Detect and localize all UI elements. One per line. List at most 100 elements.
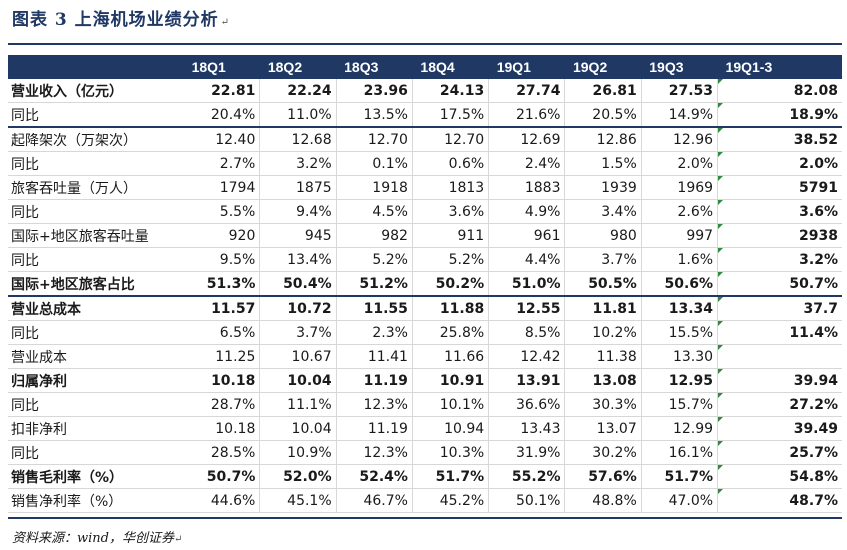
row-label: 扣非净利 xyxy=(8,416,184,441)
row-label: 国际+地区旅客吞吐量 xyxy=(8,223,184,248)
table-row: 销售净利率（%） 44.6% 45.1% 46.7% 45.2% 50.1% 48.8% 47… xyxy=(8,488,842,513)
value-cell: 51.3% xyxy=(183,271,261,297)
value-cell: 5.2% xyxy=(412,247,490,272)
value-cell: 45.2% xyxy=(412,488,490,513)
value-cell: 10.72 xyxy=(259,295,337,321)
row-label: 营业成本 xyxy=(8,344,184,369)
value-cell: 47.0% xyxy=(641,488,719,513)
value-cell: 4.5% xyxy=(336,199,413,224)
value-cell: 11.19 xyxy=(336,416,413,441)
row-label: 同比 xyxy=(8,151,184,176)
value-cell: 11.55 xyxy=(336,295,413,321)
value-cell: 4.9% xyxy=(488,199,566,224)
value-cell: 50.6% xyxy=(641,271,719,297)
value-cell: 982 xyxy=(336,223,413,248)
value-cell: 10.91 xyxy=(412,368,490,393)
value-cell: 10.04 xyxy=(259,416,337,441)
header-cell-18q3: 18Q3 xyxy=(336,55,413,79)
value-cell: 12.86 xyxy=(564,126,642,152)
value-cell: 20.4% xyxy=(183,102,261,128)
total-cell: 54.8% xyxy=(717,464,842,489)
total-cell: 82.08 xyxy=(717,79,842,103)
total-cell: 39.49 xyxy=(717,416,842,441)
value-cell: 2.0% xyxy=(641,151,719,176)
performance-table: 18Q1 18Q2 18Q3 18Q4 19Q1 19Q2 19Q3 19Q1-3 营业收入（… xyxy=(8,55,842,513)
value-cell: 30.2% xyxy=(564,440,642,465)
value-cell: 2.3% xyxy=(336,320,413,345)
value-cell: 11.25 xyxy=(183,344,261,369)
value-cell: 10.1% xyxy=(412,392,490,417)
value-cell: 5.5% xyxy=(183,199,261,224)
value-cell: 2.4% xyxy=(488,151,566,176)
value-cell: 52.4% xyxy=(336,464,413,489)
value-cell: 31.9% xyxy=(488,440,566,465)
table-row: 销售毛利率（%） 50.7% 52.0% 52.4% 51.7% 55.2% 57.6% 51… xyxy=(8,464,842,489)
value-cell: 11.81 xyxy=(564,295,642,321)
header-cell-18q4: 18Q4 xyxy=(412,55,489,79)
value-cell: 13.30 xyxy=(641,344,719,369)
value-cell: 11.66 xyxy=(412,344,490,369)
value-cell: 14.9% xyxy=(641,102,719,128)
value-cell: 1918 xyxy=(336,175,413,200)
value-cell: 55.2% xyxy=(488,464,566,489)
total-cell: 3.6% xyxy=(717,199,842,224)
figure-title: 图表 3 上海机场业绩分析 ↵ xyxy=(12,5,230,35)
table-row: 同比 5.5% 9.4% 4.5% 3.6% 4.9% 3.4% 2.6% 3.6% xyxy=(8,199,842,224)
value-cell: 15.7% xyxy=(641,392,719,417)
table-row: 营业成本 11.25 10.67 11.41 11.66 12.42 11.38 13.30 xyxy=(8,344,842,369)
row-label: 归属净利 xyxy=(8,368,184,393)
value-cell: 911 xyxy=(412,223,490,248)
total-cell: 2.0% xyxy=(717,151,842,176)
value-cell: 1.5% xyxy=(564,151,642,176)
value-cell: 13.07 xyxy=(564,416,642,441)
table-row: 同比 28.5% 10.9% 12.3% 10.3% 31.9% 30.2% 16.1% 25.… xyxy=(8,440,842,465)
source-text: 资料来源：wind，华创证券 xyxy=(12,531,174,546)
row-label: 销售毛利率（%） xyxy=(8,464,184,489)
value-cell: 16.1% xyxy=(641,440,719,465)
row-label: 销售净利率（%） xyxy=(8,488,184,513)
figure-title-text: 图表 3 上海机场业绩分析 xyxy=(12,10,219,30)
value-cell: 27.53 xyxy=(641,79,719,103)
value-cell: 1875 xyxy=(259,175,337,200)
header-row: 18Q1 18Q2 18Q3 18Q4 19Q1 19Q2 19Q3 19Q1-3 xyxy=(8,55,842,79)
table-row: 同比 6.5% 3.7% 2.3% 25.8% 8.5% 10.2% 15.5% 11.4% xyxy=(8,320,842,345)
value-cell: 50.1% xyxy=(488,488,566,513)
value-cell: 920 xyxy=(183,223,261,248)
value-cell: 10.2% xyxy=(564,320,642,345)
value-cell: 25.8% xyxy=(412,320,490,345)
value-cell: 12.40 xyxy=(183,126,261,152)
value-cell: 13.43 xyxy=(488,416,566,441)
value-cell: 0.1% xyxy=(336,151,413,176)
value-cell: 1813 xyxy=(412,175,490,200)
table-row: 起降架次（万架次） 12.40 12.68 12.70 12.70 12.69 12.86 1… xyxy=(8,126,842,152)
total-cell: 3.2% xyxy=(717,247,842,272)
value-cell: 15.5% xyxy=(641,320,719,345)
row-label: 同比 xyxy=(8,320,184,345)
value-cell: 945 xyxy=(259,223,337,248)
source-note: 资料来源：wind，华创证券↵ xyxy=(12,527,182,546)
value-cell: 50.4% xyxy=(259,271,337,297)
header-cell-18q1: 18Q1 xyxy=(183,55,260,79)
value-cell: 11.38 xyxy=(564,344,642,369)
table-row: 国际+地区旅客吞吐量 920 945 982 911 961 980 997 2938 xyxy=(8,223,842,248)
value-cell: 5.2% xyxy=(336,247,413,272)
total-cell: 38.52 xyxy=(717,126,842,152)
total-cell: 5791 xyxy=(717,175,842,200)
value-cell: 10.18 xyxy=(183,416,261,441)
value-cell: 9.5% xyxy=(183,247,261,272)
row-label: 同比 xyxy=(8,247,184,272)
value-cell: 17.5% xyxy=(412,102,490,128)
value-cell: 44.6% xyxy=(183,488,261,513)
value-cell: 12.70 xyxy=(412,126,490,152)
value-cell: 12.95 xyxy=(641,368,719,393)
value-cell: 46.7% xyxy=(336,488,413,513)
value-cell: 13.08 xyxy=(564,368,642,393)
row-label: 营业总成本 xyxy=(8,295,184,321)
value-cell: 8.5% xyxy=(488,320,566,345)
value-cell: 45.1% xyxy=(259,488,337,513)
row-label: 营业收入（亿元） xyxy=(8,79,184,103)
value-cell: 50.2% xyxy=(412,271,490,297)
header-cell-19q2: 19Q2 xyxy=(564,55,642,79)
table-row: 营业总成本 11.57 10.72 11.55 11.88 12.55 11.81 13.34… xyxy=(8,295,842,321)
row-label: 同比 xyxy=(8,199,184,224)
